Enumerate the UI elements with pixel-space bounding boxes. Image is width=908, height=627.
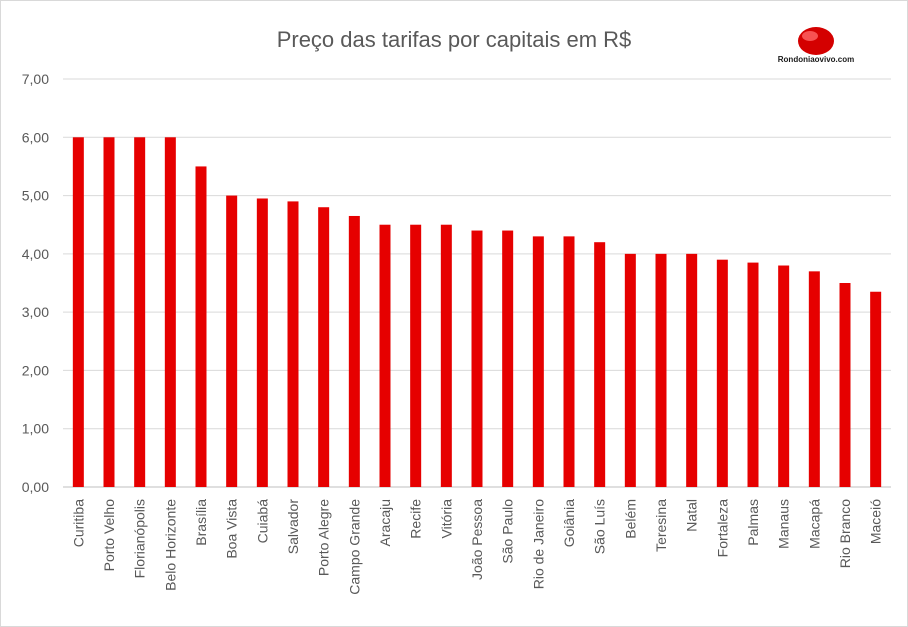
bar [410,224,422,487]
x-tick-label: Natal [684,499,700,532]
x-tick-label: Teresina [653,499,669,552]
y-tick-label: 1,00 [22,421,49,437]
bar [226,195,238,488]
x-tick-label: Porto Velho [101,499,117,572]
x-tick-label: Rio de Janeiro [530,499,546,589]
bar [103,137,115,488]
x-tick-label: Brasília [193,499,209,546]
logo-text: Rondoniaovivo.com [778,55,854,64]
bar [563,236,575,487]
x-tick-label: Belém [622,499,638,539]
y-tick-label: 6,00 [22,129,49,145]
x-tick-label: São Paulo [500,499,516,564]
x-tick-label: Florianópolis [132,499,148,578]
y-tick-label: 5,00 [22,188,49,204]
bar [532,236,544,487]
x-tick-label: São Luís [592,499,608,554]
x-tick-label: Cuiabá [254,499,270,544]
y-tick-label: 2,00 [22,362,49,378]
x-tick-label: Rio Branco [837,499,853,568]
bar [655,253,667,487]
bar [502,230,514,488]
bar [72,137,84,488]
x-tick-label: Belo Horizonte [162,499,178,591]
x-tick-label: Fortaleza [714,499,730,558]
bar [164,137,176,488]
y-tick-label: 3,00 [22,304,49,320]
x-tick-label: Palmas [745,499,761,546]
bar [256,198,268,487]
logo: Rondoniaovivo.com [778,27,854,64]
y-axis-ticks: 0,00 1,00 2,00 3,00 4,00 5,00 6,00 7,00 [22,71,49,495]
bar [379,224,391,487]
bar [195,166,207,487]
x-tick-label: Boa Vista [224,499,240,559]
bar [348,215,360,487]
y-tick-label: 0,00 [22,479,49,495]
bar [686,253,698,487]
bar [471,230,483,488]
bar [839,283,851,487]
bar [318,207,330,487]
bar [134,137,146,488]
bar [747,262,759,487]
x-tick-label: Curitiba [70,499,86,547]
x-tick-label: João Pessoa [469,499,485,580]
y-tick-label: 4,00 [22,246,49,262]
bar [624,253,636,487]
bar [870,291,882,487]
x-tick-label: Vitória [438,499,454,539]
x-tick-label: Aracaju [377,499,393,546]
bar [808,271,820,487]
bar [716,259,728,487]
x-tick-label: Goiânia [561,499,577,547]
x-tick-label: Manaus [776,499,792,549]
chart-title: Preço das tarifas por capitais em R$ [277,27,632,52]
x-tick-label: Salvador [285,499,301,555]
logo-globe-icon [798,27,834,55]
bar [594,242,606,487]
x-tick-label: Campo Grande [346,499,362,595]
bar [778,265,790,487]
x-tick-label: Maceió [868,499,884,544]
x-tick-label: Porto Alegre [316,499,332,576]
x-axis-ticks: Curitiba Porto Velho Florianópolis Belo Hor… [70,499,883,595]
bar [287,201,299,487]
bars [72,137,882,488]
bar [440,224,452,487]
y-tick-label: 7,00 [22,71,49,87]
logo-globe-highlight-icon [802,31,818,41]
x-tick-label: Macapá [806,499,822,549]
x-tick-label: Recife [408,499,424,539]
